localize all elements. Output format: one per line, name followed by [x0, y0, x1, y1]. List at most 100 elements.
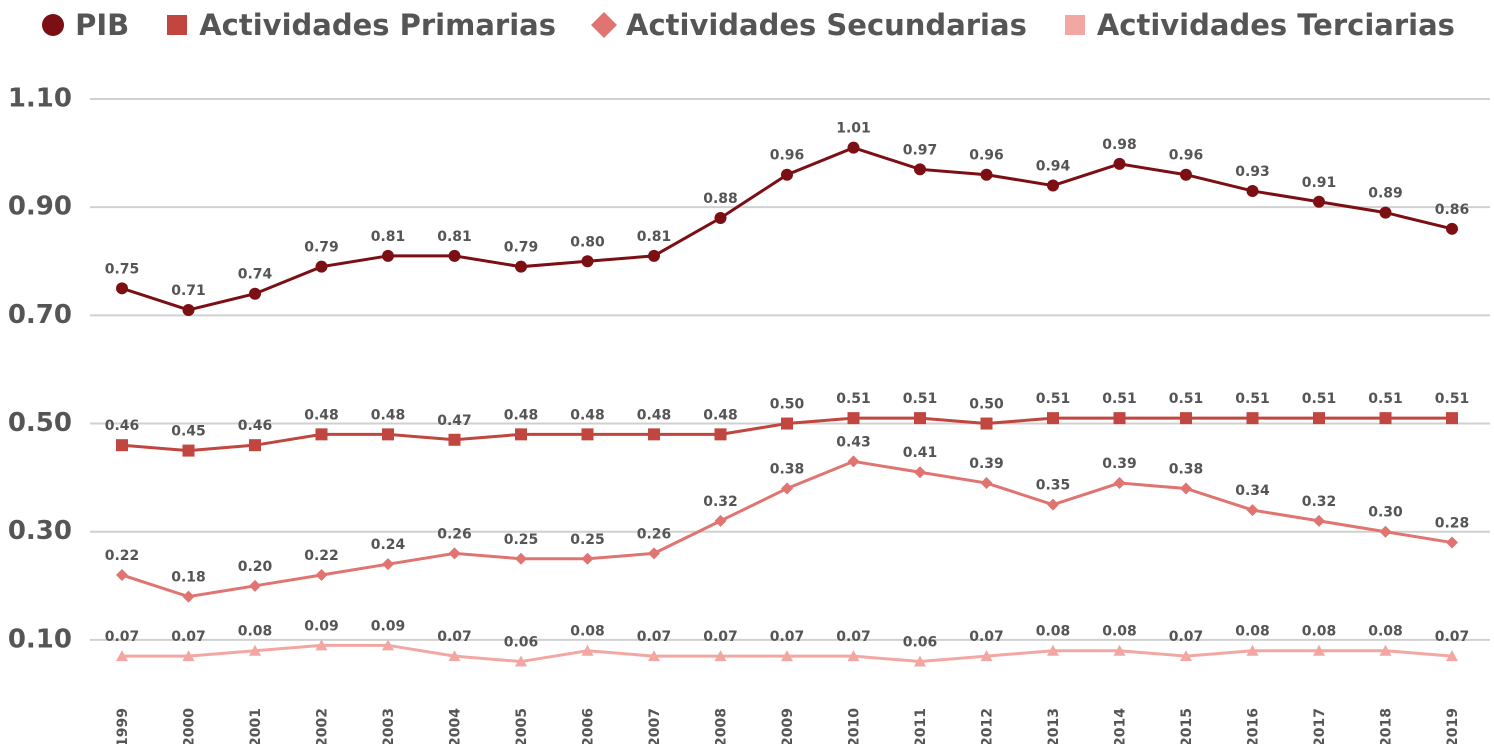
- legend-icon: [167, 15, 188, 35]
- y-tick-label: 0.70: [8, 300, 72, 330]
- data-label: 0.46: [105, 418, 140, 434]
- marker: [581, 255, 594, 268]
- legend-label: PIB: [75, 8, 130, 42]
- x-tick-label: 2019: [1445, 708, 1461, 744]
- data-label: 0.71: [171, 283, 206, 299]
- data-label: 0.38: [770, 461, 805, 477]
- x-tick-label: 2017: [1312, 708, 1328, 744]
- data-label: 0.07: [1169, 629, 1204, 645]
- marker: [1446, 650, 1458, 662]
- x-tick-label: 2009: [780, 708, 796, 744]
- marker: [1180, 650, 1192, 662]
- data-label: 0.74: [238, 267, 273, 283]
- data-label: 0.81: [371, 229, 406, 245]
- data-label: 0.48: [637, 407, 672, 423]
- legend-item: Actividades Terciarias: [1061, 8, 1455, 42]
- marker: [382, 249, 394, 262]
- x-tick-label: 1999: [115, 708, 131, 744]
- marker: [980, 650, 993, 662]
- data-label: 0.51: [1169, 391, 1204, 407]
- marker: [1246, 412, 1259, 425]
- data-label: 0.25: [570, 532, 605, 548]
- data-label: 1.01: [836, 121, 871, 137]
- legend-icon: [42, 14, 65, 36]
- marker: [1047, 412, 1059, 425]
- data-label: 0.32: [1302, 494, 1337, 510]
- marker: [1446, 412, 1458, 425]
- marker: [315, 428, 328, 441]
- marker: [315, 260, 328, 273]
- marker: [1047, 179, 1059, 192]
- marker: [914, 412, 926, 425]
- data-label: 0.28: [1435, 516, 1470, 532]
- marker: [1379, 644, 1392, 656]
- data-label: 0.07: [171, 629, 206, 645]
- data-label: 0.48: [570, 407, 605, 423]
- data-label: 0.38: [1169, 461, 1204, 477]
- data-label: 0.09: [304, 618, 339, 634]
- data-label: 0.34: [1235, 483, 1270, 499]
- legend-swatch: [591, 12, 617, 38]
- x-tick-label: 2002: [315, 708, 331, 744]
- marker: [1313, 412, 1325, 425]
- marker: [1379, 412, 1392, 425]
- data-label: 0.07: [437, 629, 472, 645]
- data-label: 0.08: [570, 624, 605, 640]
- marker: [382, 428, 394, 441]
- y-tick-label: 1.10: [8, 84, 72, 114]
- marker: [249, 287, 261, 300]
- data-label: 0.08: [1036, 624, 1071, 640]
- data-label: 0.25: [504, 532, 539, 548]
- x-tick-label: 2004: [448, 708, 464, 744]
- data-label: 0.45: [171, 424, 206, 440]
- x-tick-label: 2005: [514, 708, 530, 744]
- data-label: 0.07: [703, 629, 738, 645]
- marker: [648, 547, 660, 560]
- data-label: 0.08: [238, 624, 273, 640]
- legend-swatch: [167, 15, 188, 35]
- y-tick-label: 0.10: [8, 624, 72, 654]
- data-label: 0.51: [1368, 391, 1403, 407]
- marker: [1113, 644, 1126, 656]
- data-label: 0.09: [371, 618, 406, 634]
- data-label: 0.88: [703, 191, 738, 207]
- data-label: 0.48: [304, 407, 339, 423]
- marker: [315, 569, 328, 581]
- marker: [980, 477, 993, 490]
- marker: [714, 650, 727, 662]
- marker: [781, 168, 793, 181]
- data-label: 0.08: [1102, 624, 1137, 640]
- legend-swatch: [1064, 15, 1085, 35]
- marker: [648, 249, 660, 262]
- data-label: 0.96: [1169, 148, 1204, 164]
- data-label: 0.48: [703, 407, 738, 423]
- marker: [714, 212, 727, 224]
- marker: [914, 655, 926, 667]
- data-label: 0.51: [1102, 391, 1137, 407]
- data-label: 0.50: [969, 397, 1004, 413]
- marker: [515, 655, 527, 667]
- x-tick-label: 2010: [847, 708, 863, 744]
- marker: [1180, 482, 1192, 495]
- marker: [1246, 644, 1259, 656]
- marker: [116, 282, 128, 295]
- data-label: 0.93: [1235, 164, 1270, 180]
- data-label: 0.08: [1302, 624, 1337, 640]
- data-label: 0.20: [238, 559, 273, 575]
- data-label: 0.08: [1368, 624, 1403, 640]
- marker: [1113, 412, 1126, 425]
- legend-item: Actividades Primarias: [163, 8, 556, 42]
- data-label: 0.41: [903, 445, 938, 461]
- data-label: 0.22: [105, 548, 140, 564]
- marker: [847, 141, 860, 154]
- data-label: 0.75: [105, 261, 140, 277]
- marker: [382, 558, 394, 571]
- marker: [249, 644, 261, 656]
- data-label: 0.07: [1435, 629, 1470, 645]
- legend-item: PIB: [39, 8, 129, 42]
- marker: [116, 439, 128, 452]
- marker: [1446, 222, 1458, 235]
- marker: [116, 650, 128, 662]
